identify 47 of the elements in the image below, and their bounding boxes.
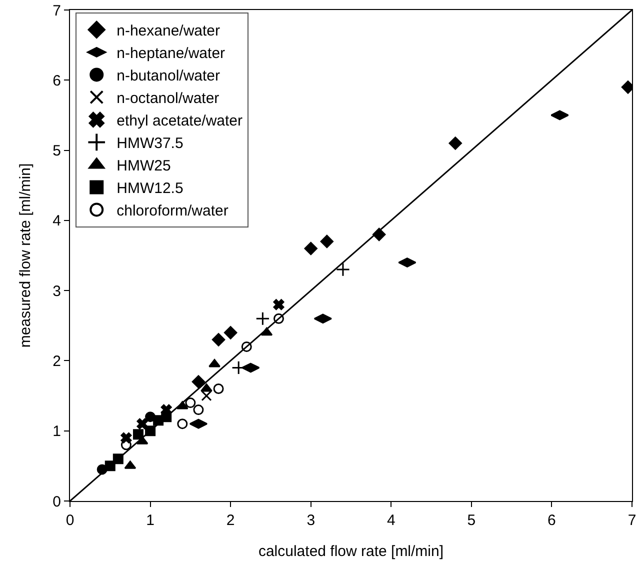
point (273, 313, 284, 324)
x-tick-label: 3 (306, 512, 316, 529)
point (132, 429, 144, 440)
point (201, 390, 212, 402)
point (320, 234, 334, 248)
point (193, 404, 204, 416)
x-tick-label: 7 (628, 512, 636, 529)
x-tick-label: 1 (146, 512, 154, 529)
legend-label: HMW12.5 (116, 180, 184, 198)
y-tick-label: 6 (52, 72, 61, 90)
y-tick-label: 2 (52, 352, 61, 370)
x-tick-label: 4 (386, 512, 396, 529)
point (212, 333, 226, 346)
y-tick-label: 3 (52, 282, 61, 300)
legend-label: n-butanol/water (116, 68, 220, 85)
x-axis-title: calculated flow rate [ml/min] (258, 543, 444, 560)
legend-label: chloroform/water (116, 202, 228, 220)
y-tick-label: 4 (52, 212, 61, 230)
point (241, 341, 252, 352)
point (208, 358, 220, 368)
point (224, 326, 238, 340)
y-tick-label: 0 (52, 493, 61, 510)
y-tick-label: 7 (52, 2, 61, 20)
legend-label: HMW37.5 (116, 135, 184, 152)
point (336, 262, 350, 277)
point (136, 418, 148, 430)
point (185, 398, 196, 408)
point (448, 136, 462, 150)
point (192, 375, 206, 388)
point (200, 384, 212, 392)
legend-label: n-octanol/water (116, 90, 220, 108)
y-tick-label: 1 (52, 423, 61, 440)
x-tick-label: 6 (548, 512, 556, 529)
point (273, 299, 284, 310)
point (213, 384, 224, 394)
point (177, 418, 188, 430)
legend-label: n-hexane/water (116, 22, 220, 40)
legend-label: ethyl acetate/water (116, 112, 243, 130)
legend-label: n-heptane/water (116, 45, 226, 62)
point (256, 312, 270, 326)
x-tick-label: 5 (467, 512, 476, 529)
x-tick-label: 2 (226, 512, 235, 529)
legend-label: HMW25 (116, 158, 171, 175)
point (304, 242, 318, 256)
y-axis-title: measured flow rate [ml/min] (17, 163, 34, 348)
x-tick-label: 0 (66, 512, 74, 529)
y-tick-label: 5 (52, 142, 61, 160)
